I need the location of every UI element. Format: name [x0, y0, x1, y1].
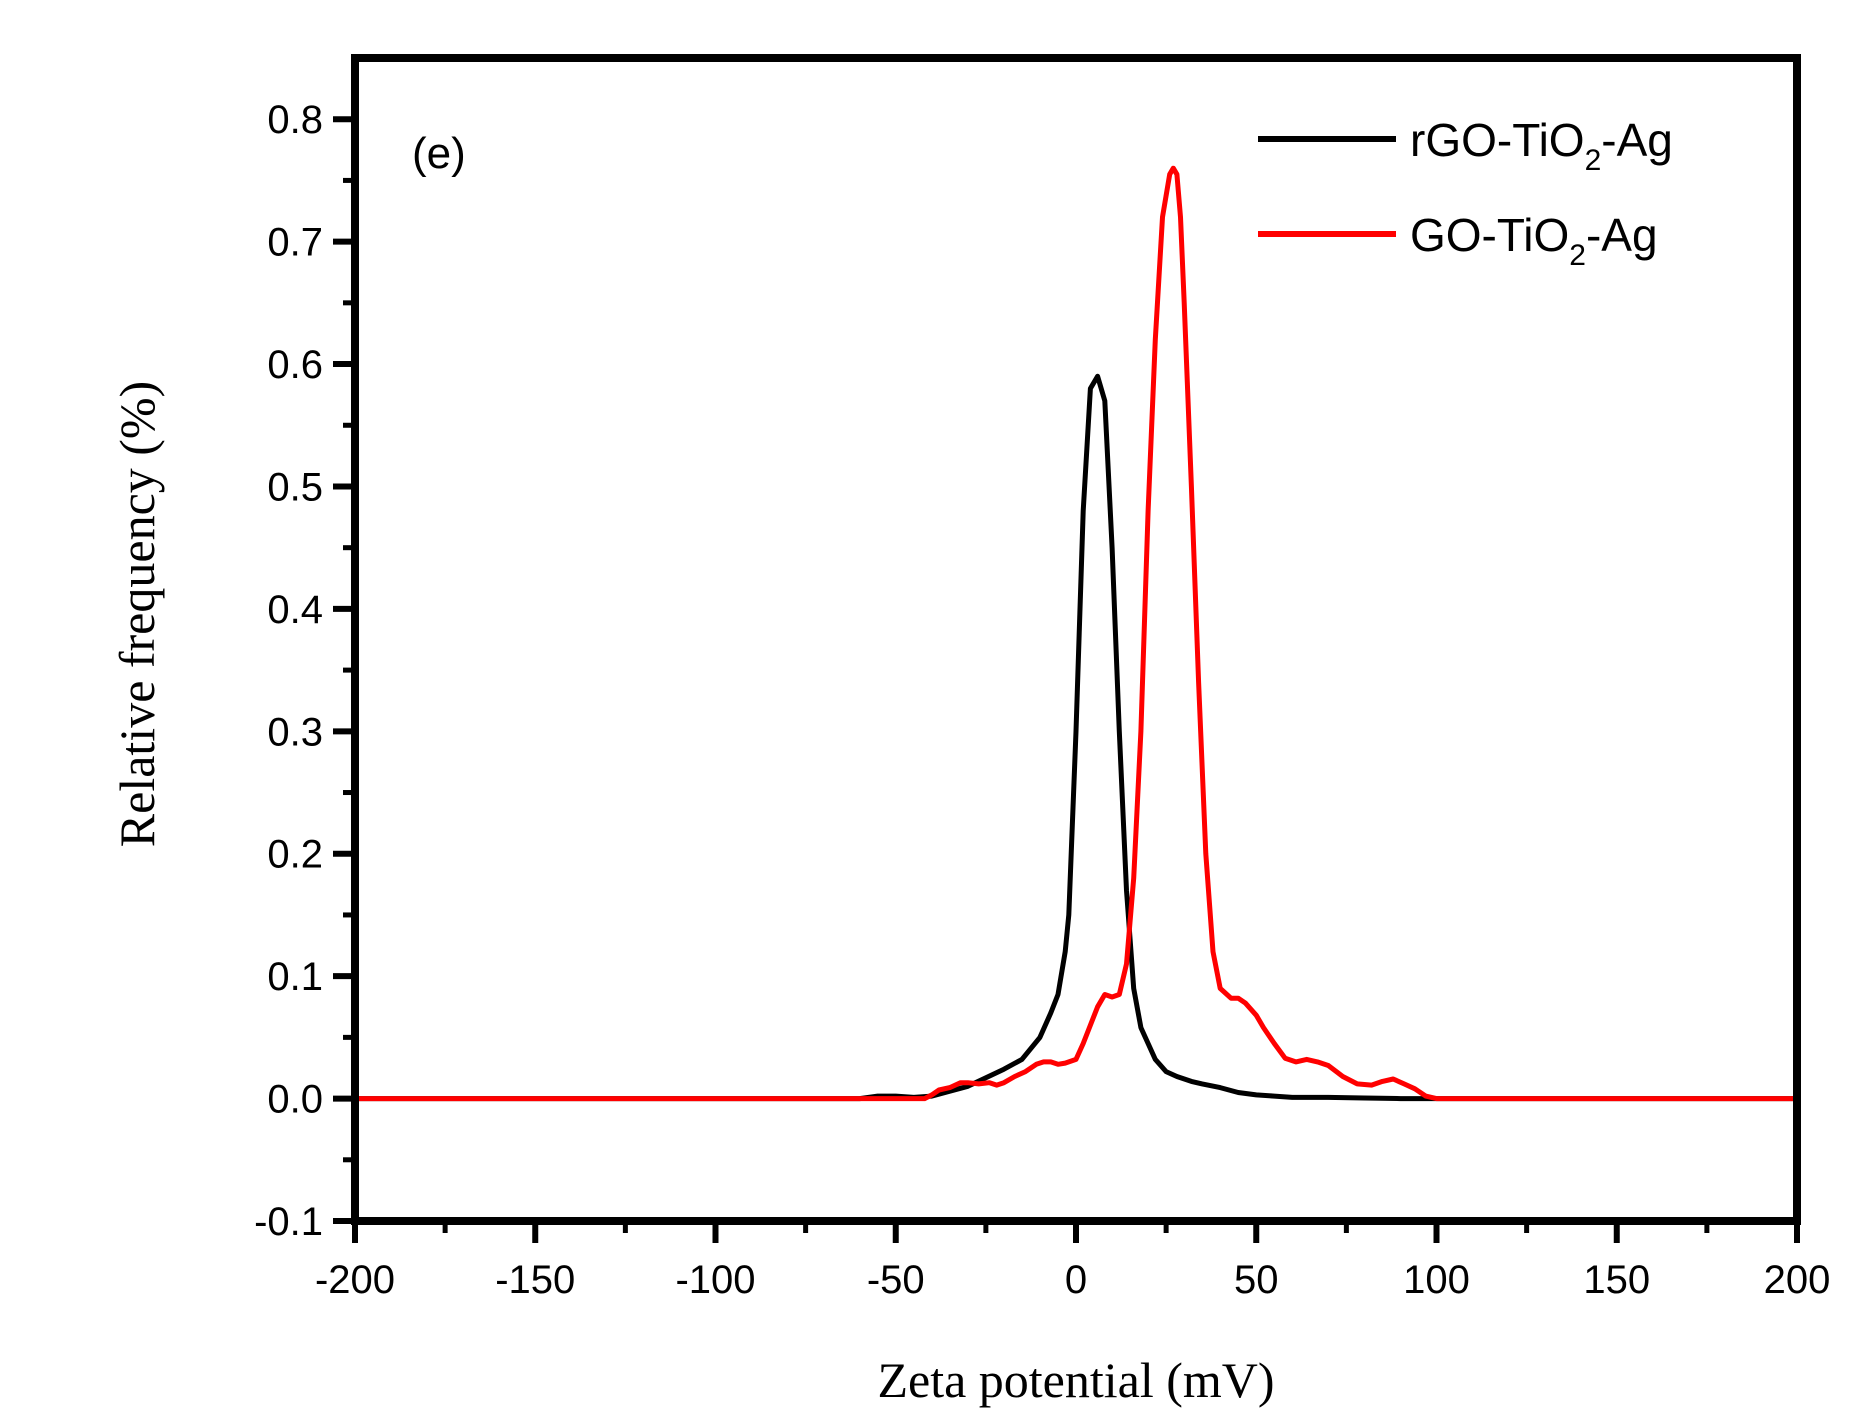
x-tick-label: -200: [315, 1258, 395, 1302]
x-tick-label: -100: [675, 1258, 755, 1302]
legend: rGO-TiO2-Ag GO-TiO2-Ag: [1258, 114, 1673, 272]
panel-label: (e): [412, 129, 466, 178]
y-tick-label: 0.3: [267, 710, 323, 754]
legend-entry-rgo-tio2-ag: rGO-TiO2-Ag: [1258, 114, 1673, 177]
series-line-go-tio2-ag: [352, 165, 1800, 1102]
ticks-layer: [333, 116, 1800, 1243]
legend-tail-rgo: -Ag: [1601, 114, 1673, 166]
x-tick-label: 50: [1234, 1258, 1279, 1302]
y-tick-label: -0.1: [254, 1200, 323, 1244]
y-tick-label: 0.7: [267, 221, 323, 265]
series-line-rgo-tio2-ag: [352, 373, 1800, 1102]
legend-main-rgo: rGO-TiO: [1410, 114, 1585, 166]
series-layer: [352, 165, 1800, 1102]
x-tick-label: -150: [495, 1258, 575, 1302]
x-tick-label: -50: [867, 1258, 925, 1302]
labels-layer: -200 -150 -100 -50 0 50 100 150 200 -0.1 0.0 0.1 0.2…: [254, 98, 1830, 1302]
x-axis-title: Zeta potential (mV): [877, 1352, 1274, 1408]
y-tick-label: 0.5: [267, 465, 323, 509]
x-tick-label: 200: [1764, 1258, 1831, 1302]
y-tick-label: 0.6: [267, 343, 323, 387]
y-tick-label: 0.8: [267, 98, 323, 142]
y-axis-title: Relative frequency (%): [109, 381, 165, 847]
y-tick-label: 0.0: [267, 1078, 323, 1122]
y-tick-label: 0.1: [267, 955, 323, 999]
legend-tail-go: -Ag: [1586, 209, 1658, 261]
x-tick-label: 0: [1065, 1258, 1087, 1302]
legend-entry-go-tio2-ag: GO-TiO2-Ag: [1258, 209, 1658, 272]
y-tick-label: 0.4: [267, 588, 323, 632]
legend-label-go-tio2-ag: GO-TiO2-Ag: [1410, 209, 1658, 272]
x-tick-label: 150: [1583, 1258, 1650, 1302]
legend-sub-go: 2: [1569, 239, 1586, 272]
plot-frame: [351, 54, 1801, 1225]
x-tick-label: 100: [1403, 1258, 1470, 1302]
legend-main-go: GO-TiO: [1410, 209, 1569, 261]
legend-label-rgo-tio2-ag: rGO-TiO2-Ag: [1410, 114, 1673, 177]
legend-sub-rgo: 2: [1585, 144, 1602, 177]
y-tick-label: 0.2: [267, 833, 323, 877]
